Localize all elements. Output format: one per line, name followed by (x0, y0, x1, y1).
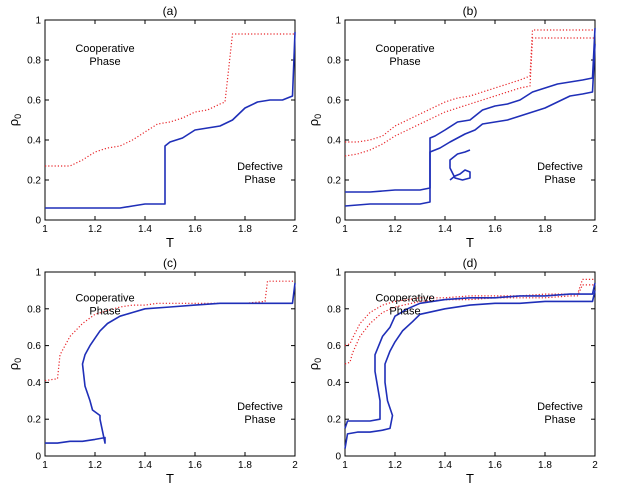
phase-annotation: Cooperative (375, 43, 434, 55)
y-tick-label: 0.8 (327, 304, 341, 315)
y-axis-label: ρ0 (306, 358, 323, 370)
y-tick-label: 0.6 (327, 341, 341, 352)
solid-series-line (449, 149, 471, 181)
y-tick-label: 0.6 (27, 341, 41, 352)
x-axis-label: T (166, 471, 174, 486)
y-tick-label: 0.6 (27, 96, 41, 107)
x-tick-label: 2 (592, 224, 598, 235)
phase-annotation: Defective (537, 161, 583, 173)
panel-title: (b) (463, 4, 478, 18)
y-axis-label: ρ0 (306, 114, 323, 126)
panel-title: (a) (163, 4, 178, 18)
dotted-series-line (344, 278, 595, 347)
x-axis-label: T (166, 235, 174, 250)
y-tick-label: 0 (335, 216, 341, 227)
dotted-series-line (344, 37, 595, 157)
y-tick-label: 0.4 (27, 378, 41, 389)
x-tick-label: 2 (292, 460, 298, 471)
x-tick-label: 1 (42, 224, 48, 235)
phase-annotation: Phase (244, 414, 275, 426)
dotted-series-line (45, 33, 295, 167)
phase-annotation: Cooperative (375, 292, 434, 304)
phase-annotation: Defective (237, 161, 283, 173)
plot-frame (344, 271, 596, 457)
panel-title: (c) (163, 256, 177, 270)
solid-series-line (344, 282, 596, 429)
y-tick-label: 0.2 (327, 415, 341, 426)
phase-annotation: Phase (89, 305, 120, 317)
y-tick-label: 1 (35, 268, 41, 279)
x-tick-label: 1.2 (388, 460, 402, 471)
phase-annotation: Phase (89, 56, 120, 68)
x-tick-label: 1.6 (488, 460, 502, 471)
x-axis-label: T (466, 471, 474, 486)
y-tick-label: 0 (35, 452, 41, 463)
chart-panel-1: (a) 1 1.2 1.4 1.6 1.8 2 0 0.2 0.4 0.6 0.8 1 Tρ0 Cooper… (6, 4, 298, 250)
y-tick-label: 1 (35, 16, 41, 27)
x-tick-label: 2 (292, 224, 298, 235)
x-tick-label: 1 (342, 460, 348, 471)
chart-panel-3: (c) 1 1.2 1.4 1.6 1.8 2 0 0.2 0.4 0.6 0.8 1 Tρ0 Cooper… (6, 256, 298, 486)
y-axis-label: ρ0 (6, 358, 23, 370)
y-tick-label: 0.2 (327, 176, 341, 187)
solid-series-line (45, 282, 296, 444)
x-tick-label: 1 (342, 224, 348, 235)
x-tick-label: 1.8 (538, 460, 552, 471)
chart-panel-2: (b) 1 1.2 1.4 1.6 1.8 2 0 0.2 0.4 0.6 0.8 1 Tρ0 Cooper… (306, 4, 598, 250)
x-tick-label: 1.4 (138, 460, 152, 471)
x-tick-label: 1.6 (188, 224, 202, 235)
y-tick-label: 0 (335, 452, 341, 463)
y-tick-label: 0.4 (327, 378, 341, 389)
phase-annotation: Phase (544, 174, 575, 186)
plot-frame (44, 19, 296, 221)
x-tick-label: 2 (592, 460, 598, 471)
x-tick-label: 1.6 (488, 224, 502, 235)
x-tick-label: 1.4 (438, 224, 452, 235)
phase-annotation: Phase (389, 305, 420, 317)
dotted-series-line (44, 280, 295, 382)
y-tick-label: 0.6 (327, 96, 341, 107)
y-tick-label: 0.8 (27, 56, 41, 67)
y-tick-label: 0.8 (327, 56, 341, 67)
x-tick-label: 1.2 (388, 224, 402, 235)
phase-annotation: Cooperative (75, 292, 134, 304)
x-tick-label: 1.6 (188, 460, 202, 471)
phase-annotation: Phase (389, 56, 420, 68)
y-tick-label: 0 (35, 216, 41, 227)
x-axis-label: T (466, 235, 474, 250)
x-tick-label: 1.2 (88, 460, 102, 471)
x-tick-label: 1.2 (88, 224, 102, 235)
y-tick-label: 0.2 (27, 415, 41, 426)
x-tick-label: 1.4 (438, 460, 452, 471)
x-tick-label: 1.8 (238, 460, 252, 471)
x-tick-label: 1.8 (238, 224, 252, 235)
phase-annotation: Phase (544, 414, 575, 426)
y-tick-label: 0.4 (27, 136, 41, 147)
solid-series-line (345, 27, 596, 193)
x-tick-label: 1.4 (138, 224, 152, 235)
y-axis-label: ρ0 (6, 114, 23, 126)
phase-annotation: Defective (537, 401, 583, 413)
phase-annotation: Phase (244, 174, 275, 186)
solid-series-line (344, 43, 596, 207)
solid-series-line (344, 290, 596, 449)
y-tick-label: 1 (335, 16, 341, 27)
x-tick-label: 1.8 (538, 224, 552, 235)
phase-annotation: Cooperative (75, 43, 134, 55)
y-tick-label: 0.2 (27, 176, 41, 187)
x-tick-label: 1 (42, 460, 48, 471)
panel-title: (d) (463, 256, 478, 270)
solid-series-line (45, 31, 296, 209)
y-tick-label: 1 (335, 268, 341, 279)
chart-panel-4: (d) 1 1.2 1.4 1.6 1.8 2 0 0.2 0.4 0.6 0.8 1 Tρ0 Cooper… (306, 256, 598, 486)
phase-annotation: Defective (237, 401, 283, 413)
y-tick-label: 0.4 (327, 136, 341, 147)
y-tick-label: 0.8 (27, 304, 41, 315)
